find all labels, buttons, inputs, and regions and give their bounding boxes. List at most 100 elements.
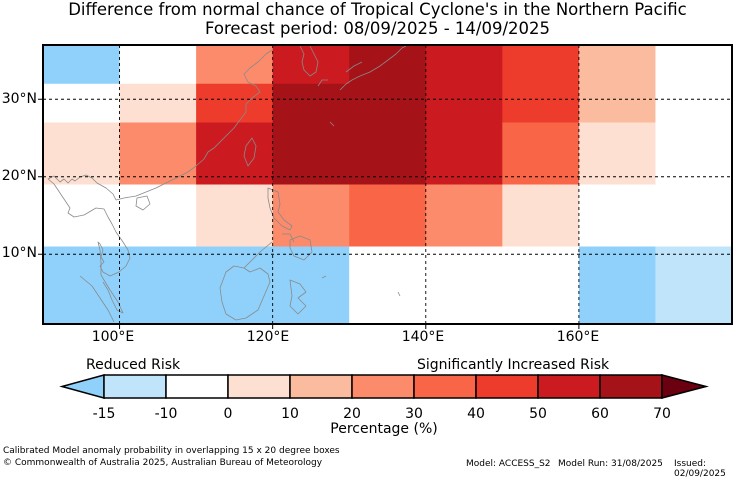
coastline-borneo — [219, 265, 271, 321]
grid-cell — [272, 83, 350, 123]
colorbar-tick: 30 — [405, 406, 423, 422]
grid-cell — [425, 122, 503, 185]
grid-cell — [578, 246, 656, 325]
grid-cell — [119, 184, 197, 247]
grid-cell — [119, 83, 197, 123]
grid-cell — [119, 122, 197, 185]
colorbar-segment — [351, 374, 415, 399]
grid-cell — [196, 246, 274, 325]
grid-cell — [578, 122, 656, 185]
grid-cell — [502, 83, 580, 123]
coastline-mindanao — [289, 235, 313, 261]
colorbar-under-arrow — [59, 374, 105, 399]
grid-cell — [196, 45, 274, 85]
colorbar-tick: 10 — [281, 406, 299, 422]
coastline-luzon — [267, 187, 293, 231]
grid-cell — [349, 122, 427, 185]
coastline-sumatra — [79, 275, 115, 323]
grid-cell — [425, 45, 503, 85]
footer-copyright: © Commonwealth of Australia 2025, Austra… — [3, 458, 323, 468]
grid-cell — [502, 122, 580, 185]
colorbar — [59, 374, 709, 399]
increased-risk-label: Significantly Increased Risk — [417, 357, 610, 373]
footer-model-run: Model Run: 31/08/2025 — [558, 459, 663, 469]
footer-model: Model: ACCESS_S2 — [466, 459, 551, 469]
grid-cell — [196, 122, 274, 185]
colorbar-segment — [103, 374, 167, 399]
grid-cell — [43, 45, 121, 85]
grid-cell — [43, 122, 121, 185]
forecast-period: Forecast period: 08/09/2025 - 14/09/2025 — [204, 19, 551, 38]
colorbar-segment — [475, 374, 539, 399]
grid-cell — [349, 45, 427, 85]
axis-ticks — [38, 98, 580, 329]
grid-cell — [425, 83, 503, 123]
coastline-asia — [47, 174, 131, 314]
colorbar-tick: 40 — [467, 406, 485, 422]
grid-cell — [578, 45, 656, 85]
colorbar-tick: -10 — [154, 406, 178, 422]
grid-cell — [349, 184, 427, 247]
footer-description: Calibrated Model anomaly probability in … — [3, 446, 340, 456]
grid-cell — [272, 246, 350, 325]
coastline-china — [115, 49, 273, 201]
grid-cell — [655, 45, 733, 85]
lat-label-20n: 20°N — [1, 168, 37, 184]
grid-cell — [578, 184, 656, 247]
colorbar-over-arrow — [661, 374, 709, 399]
colorbar-title: Percentage (%) — [330, 421, 438, 437]
chart-title: Difference from normal chance of Tropica… — [68, 0, 687, 19]
colorbar-segment — [227, 374, 291, 399]
grid-cell — [655, 184, 733, 247]
coastline-visayas — [243, 233, 295, 269]
grid-cell — [272, 122, 350, 185]
coastline-taiwan — [243, 137, 257, 167]
grid-cell — [349, 83, 427, 123]
grid-cell — [43, 83, 121, 123]
coastline-korea — [299, 45, 319, 77]
colorbar-tick: 0 — [223, 406, 233, 422]
grid-cell — [272, 184, 350, 247]
grid-cell — [578, 83, 656, 123]
grid-cell — [655, 246, 733, 325]
grid-cell — [502, 45, 580, 85]
grid-cell — [655, 122, 733, 185]
grid-cell — [43, 246, 121, 325]
colorbar-segment — [413, 374, 477, 399]
gridlines — [43, 45, 732, 324]
map-frame — [42, 44, 733, 325]
grid-cell — [196, 83, 274, 123]
coastline-pacific-islands — [321, 121, 401, 297]
colorbar-tick: 70 — [653, 406, 671, 422]
grid-cell — [119, 246, 197, 325]
grid-cell — [349, 246, 427, 325]
colorbar-segment — [165, 374, 229, 399]
reduced-risk-label: Reduced Risk — [86, 357, 181, 373]
colorbar-segment — [537, 374, 601, 399]
anomaly-grid — [43, 45, 733, 325]
lon-label-100e: 100°E — [91, 329, 135, 345]
grid-cell — [655, 83, 733, 123]
coastline-japan — [317, 45, 407, 91]
coastline — [47, 45, 407, 323]
grid-cell — [425, 246, 503, 325]
colorbar-tick: -15 — [92, 406, 116, 422]
grid-cell — [502, 246, 580, 325]
grid-cell — [119, 45, 197, 85]
colorbar-tick: 20 — [343, 406, 361, 422]
lon-label-120e: 120°E — [246, 329, 290, 345]
grid-cell — [425, 184, 503, 247]
colorbar-segment — [289, 374, 353, 399]
lon-label-160e: 160°E — [556, 329, 600, 345]
lat-label-30n: 30°N — [1, 91, 37, 107]
colorbar-segment — [599, 374, 663, 399]
coastline-sulawesi — [289, 279, 307, 315]
colorbar-tick: 60 — [591, 406, 609, 422]
colorbar-tick: 50 — [529, 406, 547, 422]
grid-cell — [196, 184, 274, 247]
coastline-hainan — [135, 195, 151, 211]
grid-cell — [502, 184, 580, 247]
lon-label-140e: 140°E — [401, 329, 445, 345]
grid-cell — [272, 45, 350, 85]
